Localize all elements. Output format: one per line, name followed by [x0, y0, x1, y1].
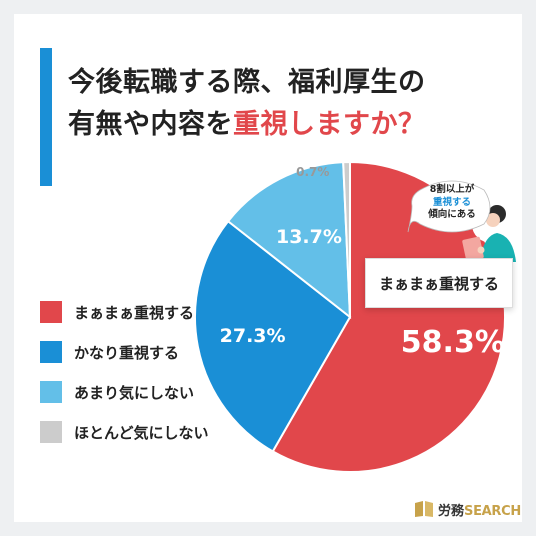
- highlight-callout: まぁまぁ重視する: [365, 258, 513, 308]
- bubble-line-1: 8割以上が: [429, 184, 475, 195]
- pie-value-label: 27.3%: [220, 325, 286, 347]
- pie-value-labels: 58.3% 27.3% 13.7% 0.7%: [220, 165, 505, 360]
- pie-slice: [342, 160, 351, 318]
- legend-label: まぁまぁ重視する: [74, 303, 195, 322]
- legend-swatch: [40, 341, 62, 363]
- pie-value-label: 13.7%: [276, 226, 342, 248]
- legend-label: ほとんど気にしない: [74, 423, 209, 442]
- brand-logo: 労務SEARCH: [414, 498, 521, 520]
- legend-item: あまり気にしない: [40, 372, 209, 412]
- legend-item: かなり重視する: [40, 332, 209, 372]
- pie-slice: [226, 161, 352, 320]
- legend-label: あまり気にしない: [74, 383, 195, 402]
- title-line-2-prefix: 有無や内容を: [68, 109, 233, 140]
- legend-swatch: [40, 301, 62, 323]
- speech-bubble-text: 8割以上が 重視する 傾向にある: [416, 184, 488, 226]
- legend-item: ほとんど気にしない: [40, 412, 209, 452]
- legend-item: まぁまぁ重視する: [40, 292, 209, 332]
- legend: まぁまぁ重視する かなり重視する あまり気にしない ほとんど気にしない: [40, 292, 209, 452]
- pie-slices: [194, 160, 506, 473]
- title-accent-bar: [40, 48, 52, 186]
- pie-slice: [194, 219, 352, 453]
- chart-title: 今後転職する際、福利厚生の 有無や内容を重視しますか？: [68, 62, 518, 146]
- brand-name-en: SEARCH: [464, 503, 521, 519]
- title-line-2: 有無や内容を重視しますか？: [68, 104, 518, 146]
- pie-slice: [271, 160, 506, 473]
- legend-swatch: [40, 421, 62, 443]
- brand-name-jp: 労務: [438, 503, 465, 519]
- legend-label: かなり重視する: [74, 343, 180, 362]
- bubble-line-2: 重視する: [432, 196, 471, 208]
- bubble-line-3: 傾向にある: [428, 209, 476, 220]
- legend-swatch: [40, 381, 62, 403]
- speech-bubble: [407, 180, 491, 233]
- pie-value-label: 58.3%: [401, 325, 505, 360]
- book-icon: [415, 501, 433, 517]
- title-line-2-accent: 重視しますか？: [233, 109, 426, 140]
- pie-value-label: 0.7%: [296, 165, 329, 179]
- brand-name: 労務SEARCH: [438, 500, 521, 519]
- title-line-1: 今後転職する際、福利厚生の: [68, 67, 426, 98]
